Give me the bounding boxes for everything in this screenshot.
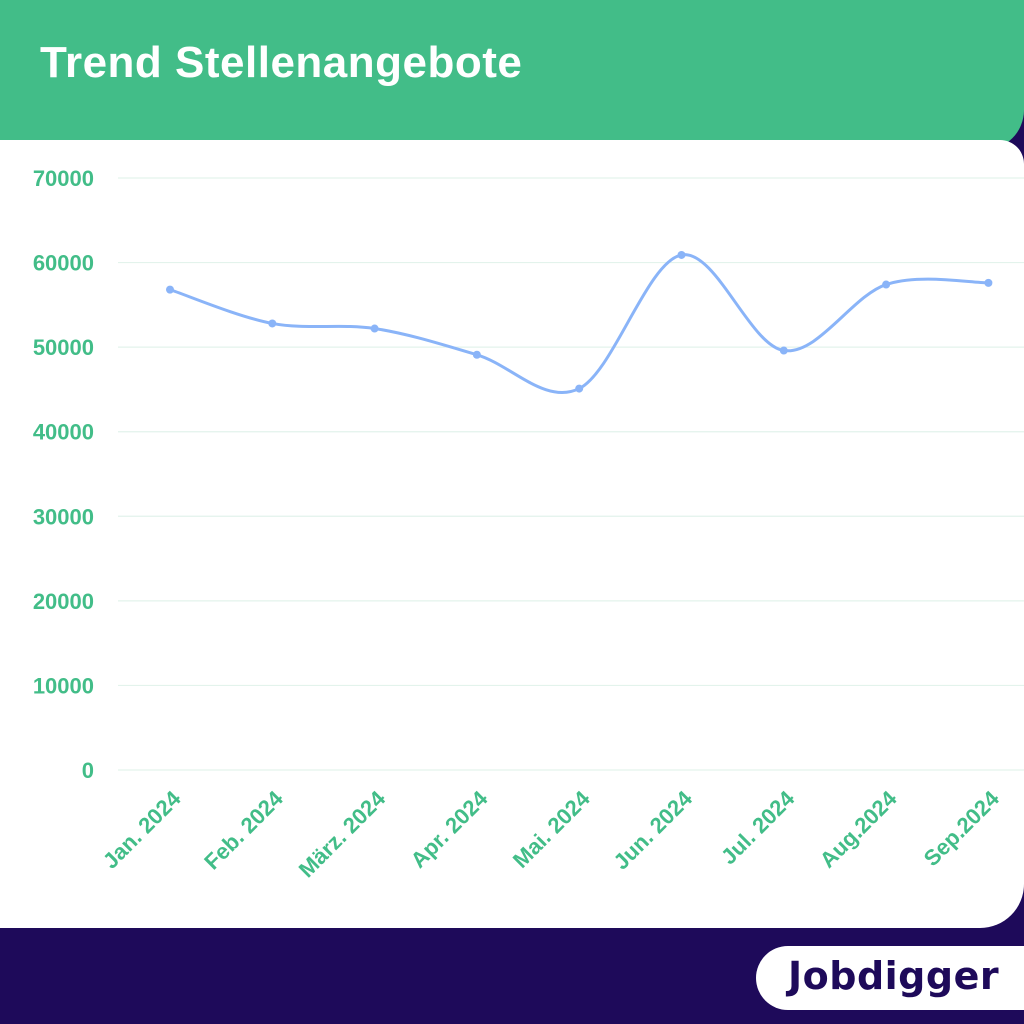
x-tick-label: Jun. 2024	[608, 785, 697, 874]
brand-logo-text: Jobdigger	[788, 954, 1000, 998]
data-points	[166, 250, 993, 393]
x-axis-ticks: Jan. 2024 Feb. 2024 März. 2024 Apr. 2024 Mai…	[98, 785, 1005, 882]
y-tick-label: 70000	[33, 166, 94, 191]
y-tick-label: 30000	[33, 504, 94, 529]
y-axis-ticks: 0 10000 20000 30000 40000 50000 60000 70000	[33, 166, 94, 783]
data-point-m-rz-2024	[370, 324, 379, 333]
data-point-jul-2024	[779, 346, 788, 355]
series-line-layer	[168, 253, 990, 395]
x-tick-label: Apr. 2024	[406, 785, 493, 872]
chart-card	[0, 140, 1024, 928]
data-point-mai-2024	[575, 384, 584, 393]
series-line	[168, 253, 990, 395]
y-tick-label: 40000	[33, 420, 94, 445]
x-tick-label: Aug.2024	[815, 785, 902, 872]
y-tick-label: 50000	[33, 335, 94, 360]
y-tick-label: 20000	[33, 589, 94, 614]
x-tick-label: Jan. 2024	[98, 785, 186, 873]
x-tick-label: Sep.2024	[919, 785, 1005, 871]
y-tick-label: 10000	[33, 673, 94, 698]
y-tick-label: 60000	[33, 251, 94, 276]
x-tick-label: Mai. 2024	[508, 785, 595, 872]
x-tick-label: Feb. 2024	[199, 785, 288, 874]
x-tick-label: Jul. 2024	[716, 785, 800, 869]
data-point-sep-2024	[984, 278, 993, 287]
grid-lines	[118, 177, 1024, 771]
data-point-jun-2024	[677, 250, 686, 259]
header-banner: Trend Stellenangebote	[0, 0, 1024, 150]
chart-title: Trend Stellenangebote	[40, 38, 523, 87]
y-tick-label: 0	[82, 758, 94, 783]
data-point-feb-2024	[268, 319, 277, 328]
x-tick-label: März. 2024	[294, 785, 391, 882]
data-point-apr-2024	[472, 350, 481, 359]
data-point-jan-2024	[166, 285, 174, 294]
brand-logo-badge: Jobdigger	[756, 946, 1024, 1010]
data-point-aug-2024	[882, 280, 891, 289]
